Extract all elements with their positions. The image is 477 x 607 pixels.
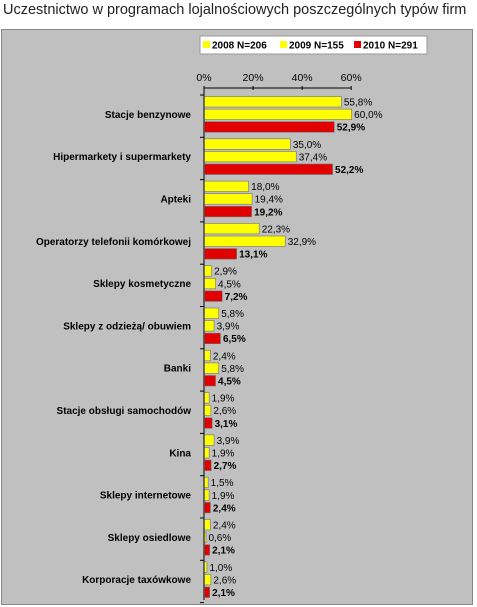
- data-label-1: 1,0%: [209, 563, 232, 574]
- legend-box: [199, 35, 428, 55]
- bar-1: [204, 434, 215, 446]
- x-tick-label: 0%: [196, 72, 211, 84]
- bar-2: [204, 320, 215, 332]
- bar-1: [204, 138, 291, 150]
- x-tick-label: 60%: [341, 72, 362, 84]
- data-label-3: 2,1%: [212, 588, 235, 599]
- data-label-3: 6,5%: [223, 334, 246, 345]
- category-label: Banki: [164, 364, 191, 375]
- data-label-2: 32,9%: [288, 237, 316, 248]
- bar-1: [204, 180, 249, 192]
- category-label: Sklepy kosmetyczne: [93, 279, 191, 290]
- data-label-3: 13,1%: [239, 250, 267, 261]
- data-label-3: 52,2%: [335, 165, 363, 176]
- bar-2: [204, 447, 210, 459]
- data-label-2: 0,6%: [208, 533, 231, 544]
- category-label: Stacje benzynowe: [105, 110, 192, 121]
- data-label-1: 2,9%: [214, 267, 237, 278]
- bar-1: [204, 96, 342, 108]
- data-label-1: 18,0%: [251, 182, 279, 193]
- data-label-2: 2,6%: [213, 575, 236, 586]
- bar-2: [204, 489, 210, 501]
- category-label: Operatorzy telefonii komórkowej: [36, 237, 191, 248]
- legend-label-3: 2010 N=291: [363, 41, 418, 52]
- legend-label-1: 2008 N=206: [212, 41, 267, 52]
- bar-3: [204, 502, 211, 514]
- data-label-2: 2,6%: [213, 406, 236, 417]
- bar-1: [204, 265, 212, 277]
- bar-3: [204, 290, 223, 302]
- legend-swatch-2: [280, 41, 287, 48]
- data-label-1: 3,9%: [217, 436, 240, 447]
- bar-1: [204, 519, 211, 531]
- category-label: Sklepy internetowe: [100, 491, 192, 502]
- bar-3: [204, 586, 210, 598]
- bar-3: [204, 206, 252, 218]
- data-label-1: 1,9%: [212, 394, 235, 405]
- bar-3: [204, 121, 335, 133]
- bar-3: [204, 332, 221, 345]
- bar-2: [204, 235, 286, 247]
- data-label-3: 19,2%: [254, 207, 282, 218]
- bar-2: [204, 108, 352, 120]
- data-label-2: 3,9%: [217, 322, 240, 333]
- category-label: Sklepy osiedlowe: [108, 533, 192, 544]
- category-label: Stacje obsługi samochodów: [57, 406, 192, 417]
- legend-swatch-3: [354, 41, 361, 48]
- bar-3: [204, 248, 237, 260]
- category-label: Korporacje taxówkowe: [82, 575, 191, 586]
- data-label-3: 2,4%: [213, 503, 236, 514]
- x-tick-label: 40%: [292, 72, 313, 84]
- bar-1: [204, 223, 260, 235]
- bar-2: [204, 574, 212, 586]
- bar-3: [204, 375, 216, 387]
- data-label-2: 4,5%: [218, 279, 241, 290]
- bar-3: [204, 544, 210, 556]
- bar-2: [204, 277, 216, 290]
- bar-1: [204, 307, 220, 319]
- bar-3: [204, 163, 333, 175]
- category-label: Sklepy z odzieżą/ obuwiem: [63, 321, 191, 332]
- bar-2: [204, 193, 253, 205]
- data-label-2: 1,9%: [212, 491, 235, 502]
- bar-3: [204, 459, 212, 471]
- data-label-3: 2,1%: [212, 546, 235, 557]
- data-label-1: 2,4%: [213, 351, 236, 362]
- data-label-1: 5,8%: [221, 309, 244, 320]
- x-tick-label: 20%: [243, 72, 264, 84]
- data-label-3: 2,7%: [214, 461, 237, 472]
- bar-1: [204, 561, 208, 573]
- data-label-2: 19,4%: [255, 195, 283, 206]
- data-label-3: 3,1%: [215, 419, 238, 430]
- bar-1: [204, 392, 210, 404]
- data-label-3: 4,5%: [218, 377, 241, 388]
- chart-title: Uczestnictwo w programach lojalnościowyc…: [3, 2, 467, 18]
- data-label-2: 60,0%: [354, 110, 382, 121]
- bar-2: [204, 531, 207, 543]
- data-label-1: 1,5%: [211, 478, 234, 489]
- data-label-2: 1,9%: [212, 449, 235, 460]
- bar-2: [204, 404, 212, 417]
- data-label-1: 22,3%: [262, 224, 290, 235]
- bar-1: [204, 476, 209, 489]
- category-label: Hipermarkety i supermarkety: [53, 152, 191, 163]
- category-label: Apteki: [160, 194, 191, 205]
- data-label-1: 2,4%: [213, 521, 236, 532]
- category-label: Kina: [169, 448, 191, 459]
- bar-2: [204, 362, 220, 374]
- bar-3: [204, 417, 213, 429]
- data-label-3: 7,2%: [225, 292, 248, 303]
- legend-swatch-1: [203, 41, 210, 48]
- bar-1: [204, 349, 211, 362]
- data-label-2: 37,4%: [299, 152, 327, 163]
- data-label-1: 55,8%: [344, 98, 372, 109]
- data-label-2: 5,8%: [221, 364, 244, 375]
- data-label-3: 52,9%: [337, 123, 365, 134]
- bar-2: [204, 151, 297, 163]
- data-label-1: 35,0%: [293, 140, 321, 151]
- legend-label-2: 2009 N=155: [289, 41, 344, 52]
